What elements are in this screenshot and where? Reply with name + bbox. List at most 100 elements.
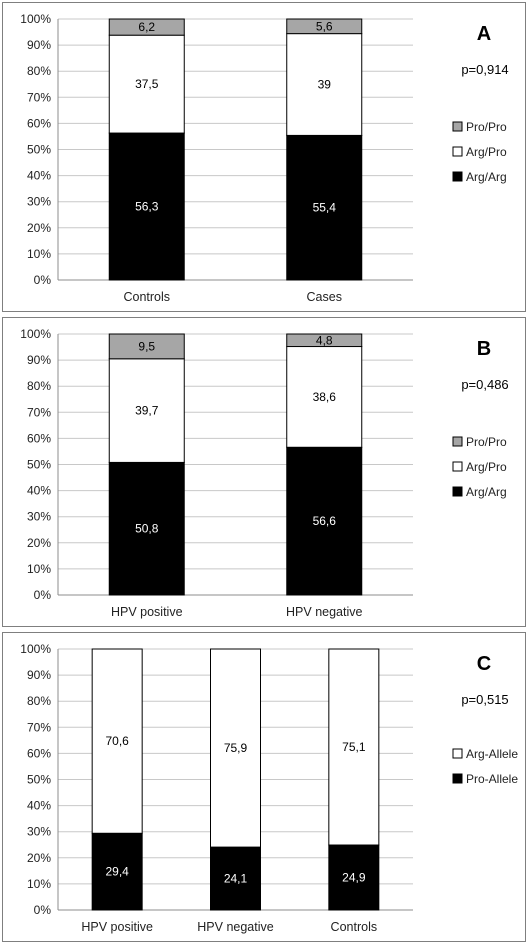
bar-segment	[108, 461, 185, 596]
legend-label: Pro/Pro	[466, 120, 507, 134]
x-category-label: HPV negative	[286, 605, 362, 619]
bar-segment	[286, 134, 363, 281]
y-tick-label: 10%	[27, 247, 51, 261]
y-tick-label: 70%	[27, 405, 51, 419]
data-label: 24,1	[224, 872, 248, 886]
legend-label: Arg/Pro	[466, 145, 507, 159]
bar-segment	[91, 832, 143, 911]
p-value: p=0,914	[461, 62, 508, 77]
panel-letter: C	[477, 653, 491, 675]
p-value: p=0,486	[461, 377, 508, 392]
bar-segment	[286, 333, 363, 348]
y-tick-label: 20%	[27, 221, 51, 235]
legend-swatch	[452, 146, 463, 157]
chart-panel-c: 0% 10% 20% 30% 40% 50% 60% 70% 80% 90% 100% 29,4 70,…	[2, 632, 526, 942]
bar-segment	[91, 648, 143, 834]
y-tick-label: 80%	[27, 379, 51, 393]
y-tick-label: 70%	[27, 720, 51, 734]
y-tick-label: 100%	[20, 327, 51, 341]
legend-swatch	[452, 461, 463, 472]
y-tick-label: 90%	[27, 38, 51, 52]
bar-segment	[328, 844, 380, 911]
y-tick-label: 80%	[27, 64, 51, 78]
legend-swatch	[452, 748, 463, 759]
y-tick-label: 100%	[20, 12, 51, 26]
data-label: 56,3	[135, 200, 159, 214]
legend-label: Pro/Pro	[466, 435, 507, 449]
x-category-label: Cases	[307, 290, 342, 304]
y-tick-label: 100%	[20, 642, 51, 656]
data-label: 38,6	[313, 390, 337, 404]
y-tick-label: 60%	[27, 116, 51, 130]
data-label: 50,8	[135, 522, 159, 536]
data-label: 56,6	[313, 514, 337, 528]
y-tick-label: 0%	[34, 588, 52, 602]
y-tick-label: 40%	[27, 799, 51, 813]
stacked-bar-chart-c: 0% 10% 20% 30% 40% 50% 60% 70% 80% 90% 100% 29,4 70,…	[20, 642, 518, 934]
bar-segment	[108, 358, 185, 463]
x-category-label: Controls	[331, 920, 378, 934]
stacked-bar-chart-a: 0% 10% 20% 30% 40% 50% 60% 70% 80% 90% 100% 56,3 37,…	[20, 12, 508, 304]
panel-letter: A	[477, 23, 491, 45]
y-tick-label: 50%	[27, 773, 51, 787]
y-tick-label: 0%	[34, 273, 52, 287]
legend-swatch	[452, 486, 463, 497]
bar-segment	[108, 18, 185, 36]
y-tick-label: 0%	[34, 903, 52, 917]
bar-segment	[108, 34, 185, 134]
chart-panel-a: 0% 10% 20% 30% 40% 50% 60% 70% 80% 90% 100% 56,3 37,…	[2, 2, 526, 312]
y-tick-label: 10%	[27, 562, 51, 576]
data-label: 75,1	[342, 740, 366, 754]
y-tick-label: 90%	[27, 353, 51, 367]
y-tick-label: 50%	[27, 143, 51, 157]
legend-label: Arg/Arg	[466, 170, 507, 184]
legend-swatch	[452, 171, 463, 182]
y-tick-label: 40%	[27, 169, 51, 183]
y-tick-label: 30%	[27, 825, 51, 839]
stacked-bar-chart-b: 0% 10% 20% 30% 40% 50% 60% 70% 80% 90% 100% 50,8 39,…	[20, 327, 508, 619]
y-tick-label: 30%	[27, 510, 51, 524]
data-label: 75,9	[224, 741, 248, 755]
bar-segment	[210, 846, 261, 911]
y-tick-label: 30%	[27, 195, 51, 209]
legend-label: Pro-Allele	[466, 772, 518, 786]
y-tick-label: 20%	[27, 536, 51, 550]
y-tick-label: 60%	[27, 746, 51, 760]
y-tick-label: 80%	[27, 694, 51, 708]
bar-segment	[210, 648, 261, 848]
data-label: 24,9	[342, 871, 366, 885]
bar-segment	[286, 33, 363, 136]
x-category-label: Controls	[123, 290, 170, 304]
panel-letter: B	[477, 338, 491, 360]
legend-label: Arg/Pro	[466, 460, 507, 474]
legend-label: Arg/Arg	[466, 485, 507, 499]
bar-segment	[108, 333, 185, 360]
data-label: 55,4	[313, 201, 337, 215]
data-label: 39,7	[135, 404, 159, 418]
bar-segment	[328, 648, 380, 846]
data-label: 39	[318, 78, 332, 92]
legend-label: Arg-Allele	[466, 747, 518, 761]
data-label: 5,6	[316, 19, 333, 33]
bar-segment	[286, 346, 363, 448]
data-label: 4,8	[316, 333, 333, 347]
bar-segment	[286, 18, 363, 35]
bar-segment	[286, 446, 363, 596]
y-tick-label: 90%	[27, 668, 51, 682]
x-category-label: HPV positive	[81, 920, 153, 934]
data-label: 9,5	[138, 339, 155, 353]
chart-panel-b: 0% 10% 20% 30% 40% 50% 60% 70% 80% 90% 100% 50,8 39,…	[2, 317, 526, 627]
y-tick-label: 40%	[27, 484, 51, 498]
y-tick-label: 10%	[27, 877, 51, 891]
y-tick-label: 60%	[27, 431, 51, 445]
legend-swatch	[452, 436, 463, 447]
y-tick-label: 50%	[27, 458, 51, 472]
data-label: 6,2	[138, 20, 155, 34]
y-tick-label: 20%	[27, 851, 51, 865]
y-tick-label: 70%	[27, 90, 51, 104]
bar-segment	[108, 132, 185, 281]
legend-swatch	[452, 773, 463, 784]
data-label: 70,6	[105, 734, 129, 748]
data-label: 29,4	[105, 865, 129, 879]
x-category-label: HPV positive	[111, 605, 183, 619]
